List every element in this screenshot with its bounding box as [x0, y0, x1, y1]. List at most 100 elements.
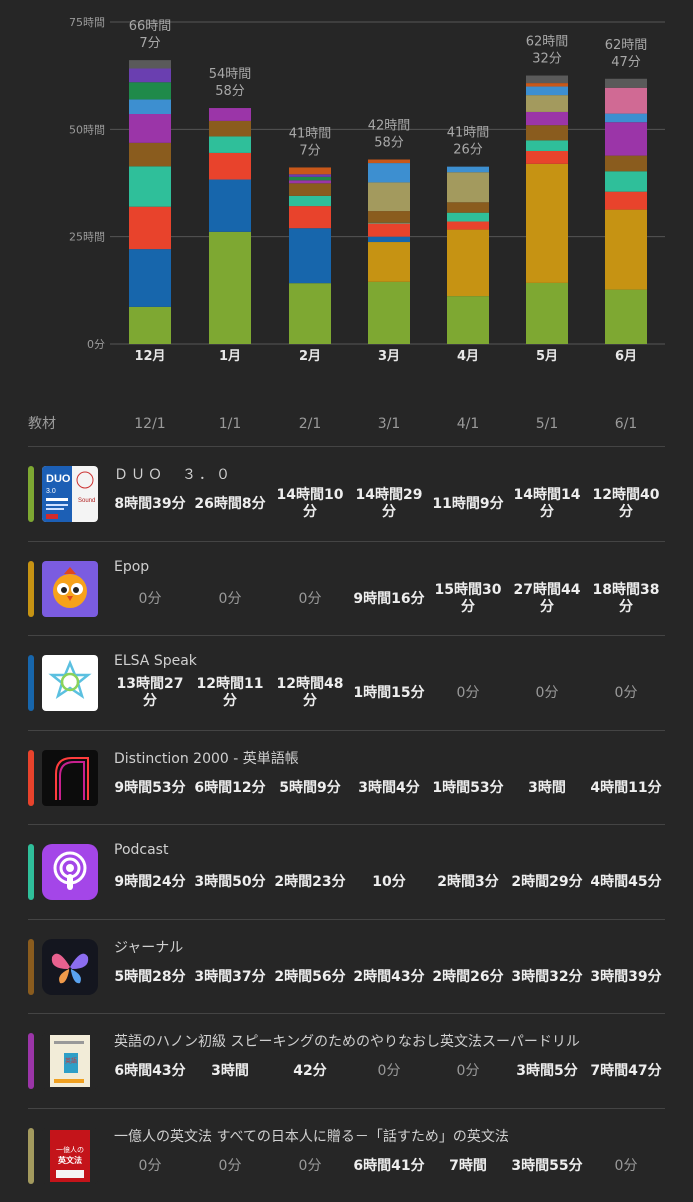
- list-item[interactable]: ジャーナル 5時間28分 3時間37分 2時間56分 2時間43分 2時間26分 3時間32…: [0, 919, 693, 1013]
- bar-segment[interactable]: [289, 174, 331, 177]
- time-value: 3時間: [211, 1063, 249, 1079]
- table-header-date: 5/1: [535, 416, 559, 432]
- bar-segment[interactable]: [289, 180, 331, 184]
- bar-segment[interactable]: [129, 60, 171, 69]
- bar-segment[interactable]: [605, 171, 647, 192]
- bar-segment[interactable]: [526, 140, 568, 151]
- bar-segment[interactable]: [368, 281, 410, 344]
- bar-segment[interactable]: [605, 122, 647, 156]
- time-value: 3時間50分: [194, 874, 266, 890]
- bar-segment[interactable]: [447, 202, 489, 213]
- bar-segment[interactable]: [129, 306, 171, 344]
- time-value: 42分: [293, 1063, 327, 1079]
- time-value: 1時間53分: [432, 780, 504, 796]
- bar-segment[interactable]: [209, 231, 251, 344]
- bar-segment[interactable]: [605, 113, 647, 123]
- bar-segment[interactable]: [526, 86, 568, 96]
- bar-segment[interactable]: [526, 83, 568, 87]
- series-color-marker: [28, 750, 34, 806]
- row-divider: [28, 1013, 665, 1014]
- bar-segment[interactable]: [526, 150, 568, 164]
- bar-segment[interactable]: [368, 182, 410, 212]
- bar-segment[interactable]: [605, 191, 647, 210]
- bar-segment[interactable]: [289, 195, 331, 207]
- bar-segment[interactable]: [447, 229, 489, 297]
- bar-segment[interactable]: [129, 249, 171, 307]
- list-item[interactable]: DUO 3.0 Sound ＤＵＯ ３．０ 8時間39分 26時間8分 14時間10 分 14時…: [0, 446, 693, 540]
- bar-segment[interactable]: [129, 68, 171, 83]
- bar-segment[interactable]: [209, 108, 251, 121]
- bar-segment[interactable]: [209, 120, 251, 137]
- bar-segment[interactable]: [289, 228, 331, 284]
- time-value: 26時間8分: [194, 496, 266, 512]
- bar-segment[interactable]: [209, 136, 251, 153]
- list-item[interactable]: 英語 英語のハノン初級 スピーキングのためのやりなおし英文法スーパードリル 6時間4…: [0, 1013, 693, 1107]
- bar-segment[interactable]: [605, 289, 647, 344]
- bar-segment[interactable]: [368, 222, 410, 224]
- material-title: ＤＵＯ ３．０: [114, 467, 233, 483]
- list-item[interactable]: ELSA Speak 13時間27 分 12時間11 分 12時間48 分 1時間15分 0分 0…: [0, 635, 693, 729]
- bar-segment[interactable]: [526, 95, 568, 112]
- series-color-marker: [28, 844, 34, 900]
- list-item[interactable]: Podcast 9時間24分 3時間50分 2時間23分 10分 2時間3分 2時間29分 4…: [0, 824, 693, 918]
- bar-segment[interactable]: [289, 283, 331, 344]
- bar-segment[interactable]: [447, 166, 489, 173]
- time-value: 5時間28分: [114, 969, 186, 985]
- bar-segment[interactable]: [526, 163, 568, 283]
- time-value: 27時間44 分: [513, 582, 581, 615]
- bar-segment[interactable]: [447, 221, 489, 230]
- bar-segment[interactable]: [526, 125, 568, 141]
- time-value: 3時間39分: [590, 969, 662, 985]
- material-title: 一億人の英文法 すべての日本人に贈る－「話すため」の英文法: [114, 1129, 509, 1145]
- time-value: 0分: [218, 591, 242, 607]
- table-header-date: 3/1: [377, 416, 401, 432]
- bar-segment[interactable]: [289, 176, 331, 181]
- bar-segment[interactable]: [129, 99, 171, 115]
- time-value: 0分: [138, 1158, 162, 1174]
- time-value: 2時間23分: [274, 874, 346, 890]
- epop-bird-icon: [42, 561, 98, 617]
- bar-segment[interactable]: [605, 155, 647, 172]
- bar-segment[interactable]: [605, 209, 647, 290]
- x-tick-label: 2月: [299, 349, 321, 364]
- bar-segment[interactable]: [526, 282, 568, 344]
- row-divider: [28, 730, 665, 731]
- table-header-date: 4/1: [456, 416, 480, 432]
- series-color-marker: [28, 655, 34, 711]
- bar-segment[interactable]: [368, 223, 410, 237]
- bar-segment[interactable]: [368, 163, 410, 183]
- bar-segment[interactable]: [368, 211, 410, 223]
- bar-segment[interactable]: [447, 172, 489, 203]
- bar-segment[interactable]: [605, 78, 647, 88]
- stacked-bar-chart: 0分 25時間 50時間 75時間 66時間 7分 12月 54時間 58分 1月 41時間 7分 2月…: [69, 16, 665, 364]
- bar-segment[interactable]: [289, 206, 331, 229]
- bar-segment[interactable]: [129, 82, 171, 100]
- svg-text:DUO: DUO: [46, 473, 71, 485]
- bar-segment[interactable]: [129, 114, 171, 143]
- bar-segment[interactable]: [526, 75, 568, 84]
- bar-segment[interactable]: [129, 142, 171, 167]
- bar-segment[interactable]: [368, 236, 410, 243]
- time-value: 12時間40 分: [592, 487, 660, 520]
- bar-segment[interactable]: [526, 111, 568, 126]
- podcast-icon: [42, 844, 98, 900]
- time-value: 0分: [456, 1063, 480, 1079]
- total-label: 41時間 26分: [447, 126, 490, 158]
- bar-segment[interactable]: [289, 183, 331, 196]
- x-tick-label: 1月: [219, 349, 241, 364]
- bar-segment[interactable]: [368, 242, 410, 282]
- list-item[interactable]: Distinction 2000 - 英単語帳 9時間53分 6時間12分 5時間9分…: [0, 730, 693, 824]
- total-label: 42時間 58分: [368, 119, 411, 151]
- bar-segment[interactable]: [209, 179, 251, 232]
- bar-segment[interactable]: [129, 206, 171, 250]
- list-item[interactable]: 一億人の 英文法 一億人の英文法 すべての日本人に贈る－「話すため」の英文法 0分 0分…: [0, 1108, 693, 1202]
- bar-segment[interactable]: [368, 159, 410, 164]
- bar-segment[interactable]: [605, 87, 647, 114]
- bar-segment[interactable]: [129, 166, 171, 207]
- bar-segment[interactable]: [447, 296, 489, 344]
- table-header-date: 12/1: [134, 416, 166, 432]
- bar-segment[interactable]: [289, 167, 331, 175]
- bar-segment[interactable]: [209, 152, 251, 180]
- bar-segment[interactable]: [447, 212, 489, 222]
- list-item[interactable]: Epop 0分 0分 0分 9時間16分 15時間30 分 27時間44 分 18時間38 分: [0, 541, 693, 635]
